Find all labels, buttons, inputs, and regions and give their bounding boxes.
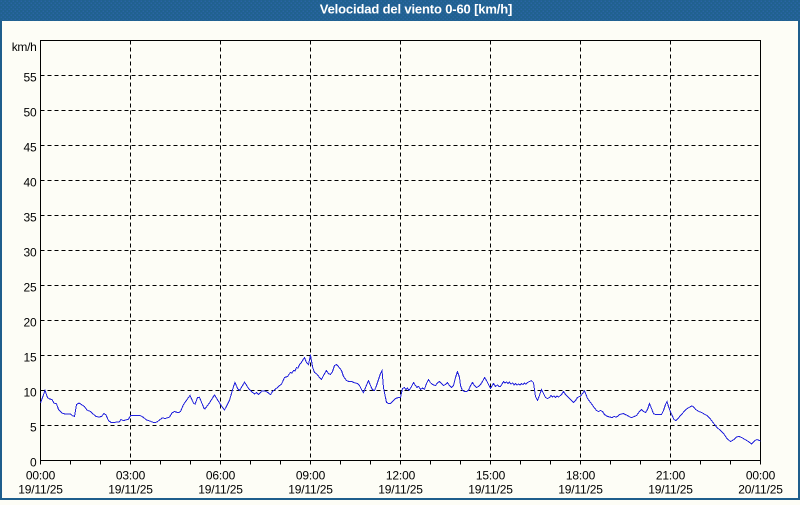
svg-text:19/11/25: 19/11/25 [18, 483, 63, 497]
svg-text:Velocidad del viento 0-60 [km/: Velocidad del viento 0-60 [km/h] [320, 2, 512, 17]
svg-text:20/11/25: 20/11/25 [738, 483, 783, 497]
svg-text:45: 45 [24, 141, 37, 155]
svg-text:40: 40 [24, 176, 37, 190]
svg-text:19/11/25: 19/11/25 [288, 483, 333, 497]
svg-text:20: 20 [24, 316, 37, 330]
svg-text:19/11/25: 19/11/25 [378, 483, 423, 497]
svg-text:21:00: 21:00 [656, 469, 686, 483]
svg-text:35: 35 [24, 211, 37, 225]
svg-text:03:00: 03:00 [116, 469, 146, 483]
svg-text:19/11/25: 19/11/25 [648, 483, 693, 497]
svg-text:06:00: 06:00 [206, 469, 236, 483]
svg-text:55: 55 [24, 71, 37, 85]
svg-text:5: 5 [30, 421, 37, 435]
svg-text:19/11/25: 19/11/25 [108, 483, 153, 497]
svg-text:15: 15 [24, 351, 37, 365]
svg-text:30: 30 [24, 246, 37, 260]
svg-text:18:00: 18:00 [566, 469, 596, 483]
svg-text:15:00: 15:00 [476, 469, 506, 483]
svg-text:09:00: 09:00 [296, 469, 326, 483]
svg-text:12:00: 12:00 [386, 469, 416, 483]
svg-text:19/11/25: 19/11/25 [558, 483, 603, 497]
svg-text:0: 0 [30, 456, 37, 470]
svg-text:00:00: 00:00 [26, 469, 56, 483]
svg-text:25: 25 [24, 281, 37, 295]
svg-text:19/11/25: 19/11/25 [468, 483, 513, 497]
svg-text:19/11/25: 19/11/25 [198, 483, 243, 497]
svg-text:00:00: 00:00 [746, 469, 776, 483]
svg-text:50: 50 [24, 106, 37, 120]
svg-text:km/h: km/h [12, 40, 37, 54]
svg-text:10: 10 [24, 386, 37, 400]
